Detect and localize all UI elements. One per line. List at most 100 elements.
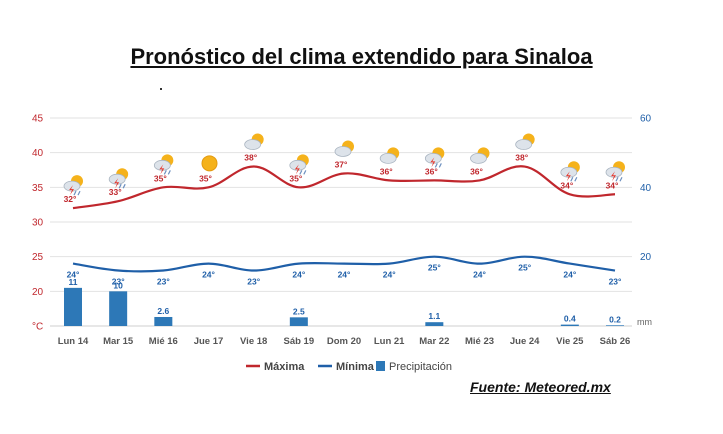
max-temp-label: 36° bbox=[425, 166, 438, 176]
weather-icons bbox=[63, 133, 625, 196]
precip-bar bbox=[64, 287, 82, 326]
rain-drop bbox=[167, 170, 171, 175]
cloud-sun-icon bbox=[379, 147, 400, 164]
right-tick-label: 40 bbox=[640, 183, 652, 194]
x-tick-label: Mié 23 bbox=[465, 336, 494, 347]
legend-label-precip: Precipitación bbox=[389, 361, 452, 373]
temperature-lines: 32° 33° 35° 35° 38° 35° 37° 36° 36° 36° 38° 34° 34° 2… bbox=[64, 153, 622, 287]
precip-bar bbox=[289, 317, 308, 326]
cloud-shape bbox=[515, 139, 533, 150]
max-temp-label: 33° bbox=[109, 187, 122, 197]
storm-sun-icon bbox=[153, 154, 174, 175]
min-temp-label: 25° bbox=[428, 263, 441, 273]
precip-label: 2.5 bbox=[293, 306, 305, 316]
right-axis-unit: mm bbox=[637, 317, 652, 327]
max-temp-label: 36° bbox=[380, 166, 393, 176]
rain-drop bbox=[73, 190, 77, 196]
precip-bar bbox=[606, 325, 624, 326]
min-temp-line bbox=[72, 255, 616, 273]
max-temp-label: 36° bbox=[470, 166, 483, 176]
rain-drop bbox=[619, 176, 623, 182]
max-temp-label: 34° bbox=[560, 180, 573, 190]
precip-label: 0.2 bbox=[609, 314, 621, 324]
x-tick-label: Jue 17 bbox=[194, 336, 224, 347]
cloud-sun-icon bbox=[334, 140, 354, 157]
legend-label-max: Máxima bbox=[264, 361, 305, 373]
min-temp-label: 24° bbox=[338, 270, 351, 280]
precip-bar bbox=[154, 316, 173, 326]
storm-sun-icon bbox=[108, 168, 129, 189]
left-tick-label: 20 bbox=[32, 287, 44, 298]
cloud-sun-icon bbox=[244, 133, 264, 150]
min-temp-label: 24° bbox=[292, 270, 305, 280]
left-tick-label: 30 bbox=[32, 218, 44, 229]
x-tick-label: Dom 20 bbox=[327, 336, 361, 347]
lightning-bolt bbox=[159, 164, 165, 175]
legend: Máxima Mínima Precipitación bbox=[246, 361, 452, 373]
x-tick-label: Sáb 26 bbox=[600, 336, 631, 347]
rain-drop bbox=[163, 170, 167, 175]
cloud-shape bbox=[379, 152, 397, 164]
lightning-bolt bbox=[430, 157, 436, 168]
max-temp-label: 35° bbox=[289, 173, 302, 183]
left-tick-label: 45 bbox=[32, 114, 44, 125]
lightning-bolt bbox=[294, 164, 300, 175]
sun-disc bbox=[201, 155, 218, 172]
precip-label: 2.6 bbox=[157, 306, 169, 316]
legend-swatch-precip bbox=[376, 361, 385, 371]
precip-label: 10 bbox=[113, 280, 123, 290]
storm-sun-icon bbox=[289, 154, 309, 175]
precip-bar bbox=[109, 291, 128, 326]
rain-drop bbox=[118, 183, 122, 189]
left-tick-label: 40 bbox=[32, 148, 44, 159]
min-temp-label: 24° bbox=[473, 270, 486, 280]
left-tick-label: 35 bbox=[32, 183, 44, 194]
lightning-bolt bbox=[565, 171, 571, 182]
storm-sun-icon bbox=[424, 147, 445, 168]
rain-drop bbox=[122, 183, 126, 189]
storm-sun-icon bbox=[560, 161, 580, 182]
min-temp-label: 24° bbox=[563, 270, 576, 280]
precip-label: 0.4 bbox=[564, 314, 576, 324]
cloud-shape bbox=[244, 139, 262, 150]
axis-labels: 45 40 35 30 25 20 °C 60 40 20 mm Lun 14 Mar 15 Mié 16… bbox=[32, 114, 652, 348]
min-temp-label: 23° bbox=[157, 277, 170, 287]
lightning-bolt bbox=[114, 178, 120, 189]
x-tick-label: Jue 24 bbox=[510, 336, 540, 347]
rain-drop bbox=[434, 163, 438, 168]
min-temp-label: 24° bbox=[383, 270, 396, 280]
max-temp-label: 35° bbox=[199, 173, 212, 183]
min-temp-label: 25° bbox=[518, 263, 531, 273]
lightning-bolt bbox=[69, 185, 74, 196]
rain-drop bbox=[570, 176, 574, 182]
rain-drop bbox=[299, 170, 303, 175]
stray-dot bbox=[160, 88, 162, 90]
x-tick-label: Sáb 19 bbox=[284, 336, 315, 347]
x-tick-label: Mar 22 bbox=[419, 336, 449, 347]
right-tick-label: 20 bbox=[640, 252, 652, 263]
grid-lines bbox=[50, 117, 632, 327]
x-tick-label: Lun 21 bbox=[374, 336, 405, 347]
rain-drop bbox=[303, 170, 307, 175]
storm-sun-icon bbox=[63, 175, 83, 196]
precip-bar bbox=[425, 322, 444, 326]
source-credit: Fuente: Meteored.mx bbox=[470, 379, 611, 395]
rain-drop bbox=[574, 176, 578, 182]
storm-sun-icon bbox=[605, 161, 625, 182]
min-temp-label: 23° bbox=[609, 277, 622, 287]
cloud-shape bbox=[334, 146, 352, 157]
rain-drop bbox=[77, 190, 81, 196]
min-temp-label: 23° bbox=[247, 277, 260, 287]
max-temp-label: 34° bbox=[606, 180, 619, 190]
max-temp-label: 35° bbox=[154, 173, 167, 183]
max-temp-label: 38° bbox=[244, 153, 257, 163]
left-tick-label: °C bbox=[32, 322, 43, 333]
x-tick-label: Lun 14 bbox=[58, 336, 89, 347]
rain-drop bbox=[615, 176, 619, 182]
rain-drop bbox=[438, 163, 442, 168]
max-temp-label: 38° bbox=[515, 153, 528, 163]
x-tick-label: Vie 18 bbox=[240, 336, 267, 347]
cloud-sun-icon bbox=[470, 147, 490, 164]
page-title: Pronóstico del clima extendido para Sina… bbox=[130, 44, 593, 69]
